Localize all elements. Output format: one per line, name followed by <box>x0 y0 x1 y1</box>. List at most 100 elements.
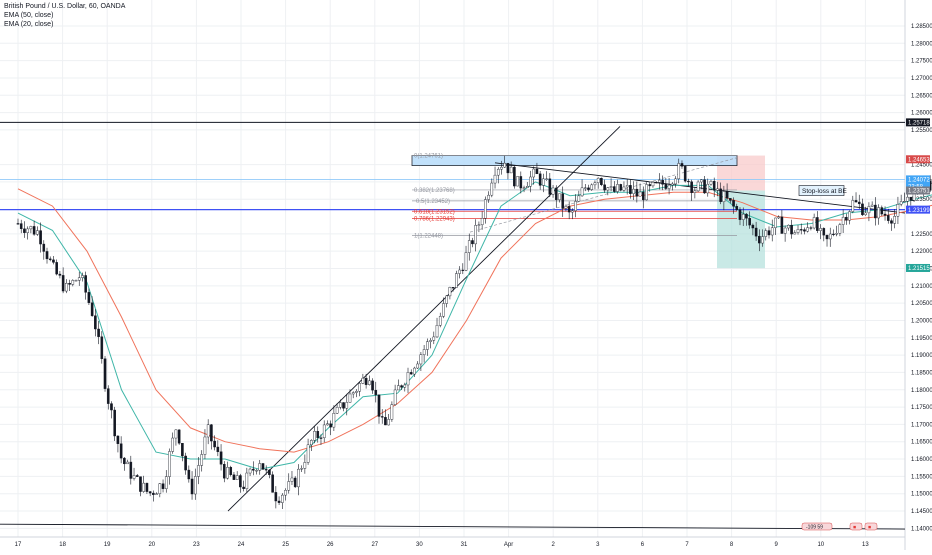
price-label-box <box>906 182 930 191</box>
stop-loss-text: Stop-loss at BE <box>802 188 847 195</box>
candle-body <box>880 207 884 215</box>
y-tick-label: 1.18500 <box>911 370 932 376</box>
candle-body <box>52 259 55 263</box>
x-tick-label: 13 <box>862 542 869 548</box>
y-tick-label: 1.18000 <box>911 388 932 394</box>
candle-body <box>355 390 358 393</box>
candle-body <box>770 227 774 236</box>
candle-body <box>761 236 764 244</box>
candle-body <box>851 200 855 212</box>
candle-body <box>522 187 526 189</box>
candle-body <box>445 295 448 304</box>
candle-body <box>809 227 813 229</box>
price-label: 1.24072 <box>908 178 930 184</box>
candle-body <box>258 463 262 471</box>
x-tick-label: 3 <box>596 542 600 548</box>
candle-body <box>590 184 594 190</box>
y-tick-label: 1.17000 <box>911 422 932 428</box>
candle-body <box>577 195 581 202</box>
ema50-legend[interactable]: EMA (50, close) <box>4 12 54 19</box>
candle-body <box>780 216 784 234</box>
candle-body <box>461 269 465 271</box>
candle-body <box>335 407 339 414</box>
price-label-box <box>906 118 930 127</box>
candle-body <box>90 302 94 316</box>
candle-body <box>625 185 629 188</box>
candle-body <box>890 220 893 224</box>
stop-loss-callout <box>798 185 845 196</box>
candle-body <box>213 440 216 448</box>
candle-body <box>413 367 416 375</box>
candle-body <box>471 240 474 245</box>
x-tick-label: 24 <box>238 542 245 548</box>
candle-body <box>351 392 355 395</box>
ema20-legend[interactable]: EMA (20, close) <box>4 21 54 28</box>
candle-body <box>484 199 487 219</box>
candle-body <box>574 201 577 211</box>
candle-body <box>332 413 336 428</box>
candle-body <box>464 252 468 271</box>
candle-body <box>397 385 400 391</box>
y-tick-label: 1.20500 <box>911 301 932 307</box>
candle-body <box>193 476 197 495</box>
candle-body <box>651 181 655 187</box>
candle-body <box>297 468 300 488</box>
candle-body <box>783 227 787 234</box>
candle-body <box>883 213 887 216</box>
candle-body <box>564 206 568 209</box>
candle-body <box>861 203 864 216</box>
candle-body <box>535 168 539 175</box>
candle-body <box>645 184 648 201</box>
candle-body <box>203 436 207 455</box>
price-label: 1.24653 <box>908 157 930 163</box>
candle-body <box>896 204 900 217</box>
candle-body <box>210 424 213 442</box>
x-tick-label: 20 <box>148 542 155 548</box>
candle-body <box>906 196 909 202</box>
candle-body <box>767 230 771 236</box>
bottom-marker-box <box>849 522 863 531</box>
candle-body <box>787 224 790 229</box>
candle-body <box>116 435 120 444</box>
candle-body <box>123 457 126 465</box>
candle-body <box>741 213 745 220</box>
candle-body <box>377 394 381 417</box>
candle-body <box>23 228 26 233</box>
y-tick-label: 1.22000 <box>911 249 932 255</box>
y-tick-label: 1.17500 <box>911 405 932 411</box>
candle-body <box>606 187 610 191</box>
candle-body <box>629 185 632 194</box>
y-tick-label: 1.28000 <box>911 41 932 47</box>
candle-body <box>197 465 200 477</box>
y-tick-label: 1.14000 <box>911 526 932 532</box>
candle-body <box>648 184 652 187</box>
candle-body <box>638 191 642 197</box>
price-label: 1.23751 <box>908 189 930 195</box>
candle-body <box>580 187 584 197</box>
candle-body <box>48 258 52 261</box>
candle-body <box>480 218 484 226</box>
candle-body <box>542 178 545 186</box>
candle-body <box>632 188 635 194</box>
candle-body <box>426 341 429 350</box>
candle-body <box>87 292 91 303</box>
candle-body <box>271 474 274 493</box>
y-tick-label: 1.19000 <box>911 353 932 359</box>
x-tick-label: 8 <box>730 542 734 548</box>
candle-body <box>200 454 204 466</box>
candle-body <box>816 217 819 231</box>
y-tick-label: 1.25500 <box>911 128 932 134</box>
candle-body <box>103 358 107 389</box>
price-label: 1.21515 <box>908 266 930 272</box>
candle-body <box>600 177 603 185</box>
candle-body <box>181 443 184 457</box>
candle-body <box>603 184 606 191</box>
candle-body <box>819 228 822 231</box>
candle-body <box>126 461 129 465</box>
candle-body <box>68 283 71 285</box>
candle-body <box>242 486 245 489</box>
candle-body <box>561 193 565 209</box>
candle-body <box>477 224 481 226</box>
